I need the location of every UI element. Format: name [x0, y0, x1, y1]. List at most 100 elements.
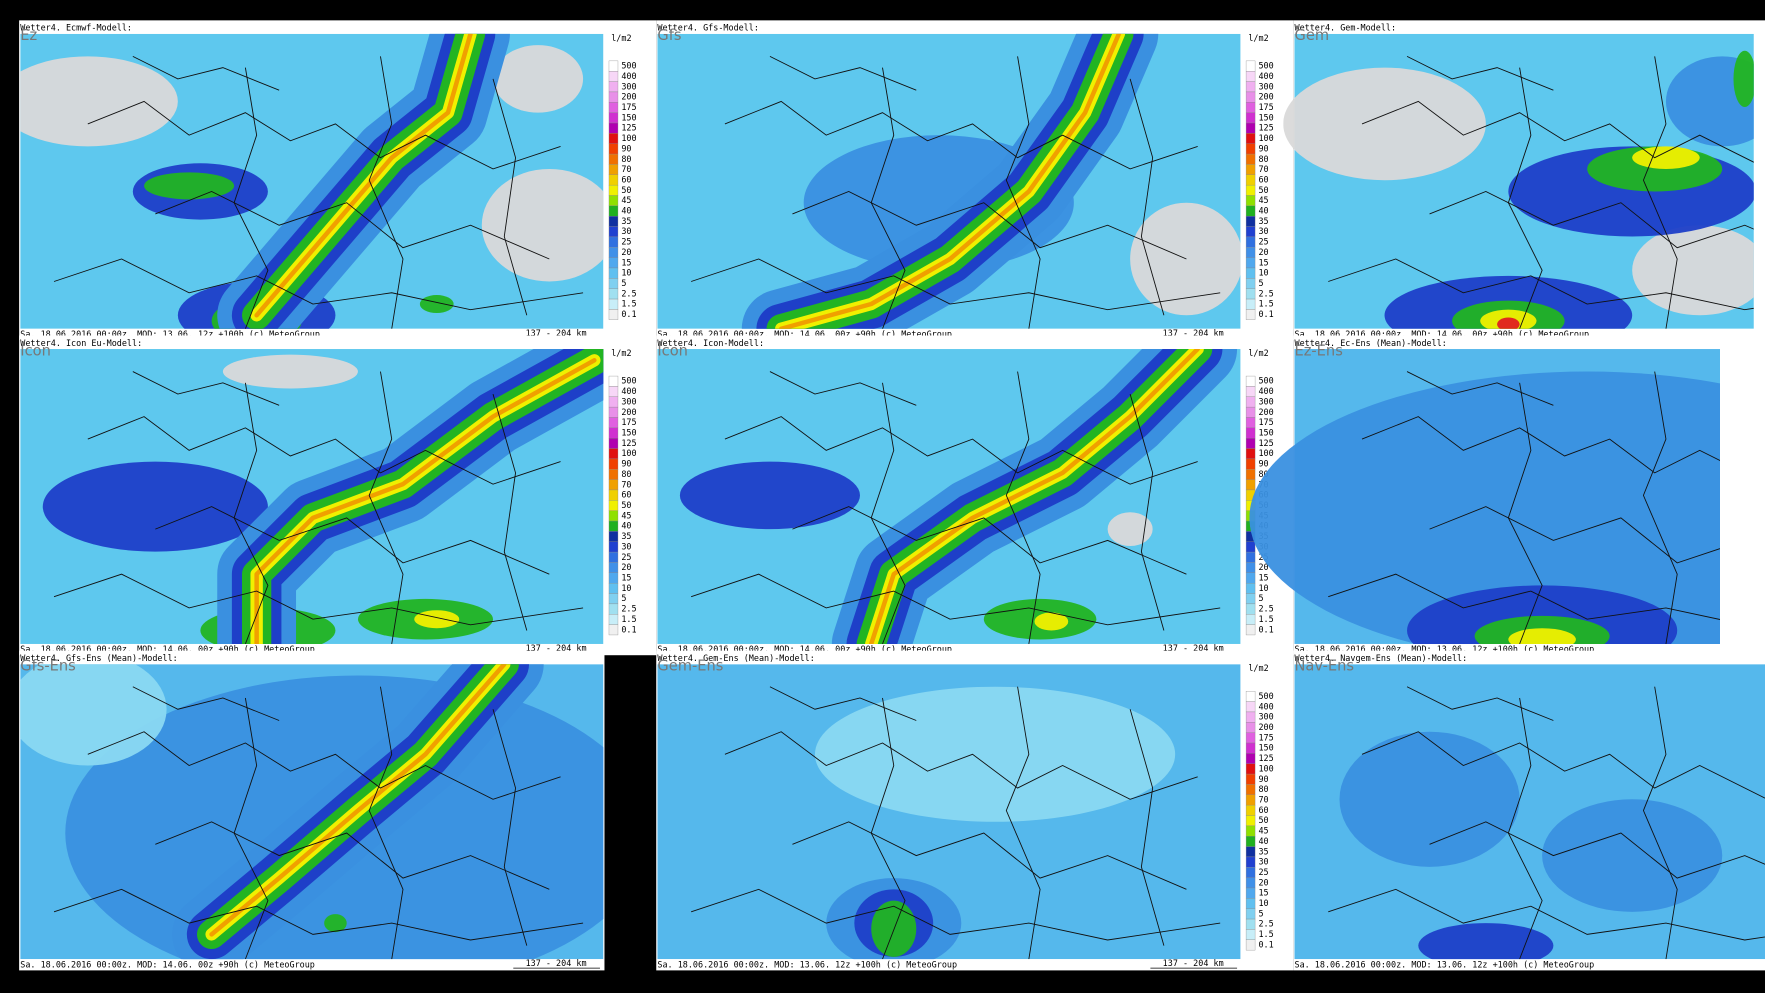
legend-swatch — [1245, 939, 1256, 951]
legend-swatch — [1245, 691, 1256, 702]
legend-swatch — [608, 184, 619, 196]
legend-swatch — [1245, 417, 1256, 429]
precip-area — [42, 461, 268, 552]
legend-swatch — [608, 406, 619, 418]
country-border — [53, 573, 584, 626]
country-border — [1129, 78, 1165, 316]
country-border — [1508, 68, 1542, 329]
legend-label: 500 — [1258, 61, 1273, 71]
legend-label: 10 — [1258, 268, 1268, 278]
legend-label: 400 — [621, 386, 636, 396]
legend-label: 150 — [1258, 743, 1273, 753]
legend-swatch — [1245, 386, 1256, 397]
legend-label: 30 — [1258, 857, 1268, 867]
legend-label: 5 — [1258, 908, 1263, 918]
legend-label: 1.5 — [1258, 299, 1273, 309]
legend-label: 0.1 — [1258, 939, 1273, 949]
panel-header: Wetter4. Gem-Modell: — [1294, 23, 1396, 33]
legend-swatch — [1245, 732, 1256, 744]
panel: Wetter4. Icon Eu-Modell: Sa. 18.06.2016 0… — [19, 335, 657, 656]
country-border — [870, 382, 906, 644]
precip-area — [679, 461, 860, 530]
panel-header: Wetter4. Gfs-Ens (Mean)-Modell: — [20, 653, 177, 663]
legend-swatch — [608, 551, 619, 563]
legend-label: 2.5 — [1258, 919, 1273, 929]
panel-header: Wetter4. Ecmwf-Modell: — [20, 23, 132, 33]
legend-swatch — [1245, 593, 1256, 605]
legend-label: 200 — [1258, 407, 1273, 417]
legend-swatch — [608, 257, 619, 269]
legend-swatch — [1245, 216, 1256, 227]
legend-unit: l/m2 — [1248, 348, 1268, 358]
legend-swatch — [1245, 60, 1256, 72]
legend-label: 80 — [1258, 784, 1268, 794]
legend-swatch — [1245, 562, 1256, 573]
legend-swatch — [608, 562, 619, 573]
legend-label: 15 — [621, 572, 631, 582]
legend-unit: l/m2 — [1248, 33, 1268, 43]
legend-label: 70 — [1258, 164, 1268, 174]
precip-area — [324, 914, 347, 933]
legend-label: 15 — [621, 257, 631, 267]
legend-label: 5 — [621, 278, 626, 288]
scale-label: 137 - 204 km — [1163, 643, 1224, 653]
legend-swatch — [1245, 309, 1256, 320]
legend-swatch — [608, 247, 619, 258]
legend-swatch — [608, 112, 619, 124]
country-border — [155, 190, 550, 260]
country-border — [155, 506, 550, 575]
legend-swatch — [1245, 722, 1256, 733]
legend-swatch — [608, 122, 619, 134]
legend-label: 400 — [621, 71, 636, 81]
legend-swatch — [1245, 406, 1256, 418]
country-border — [1407, 687, 1553, 721]
country-border — [1643, 687, 1677, 959]
country-border — [1362, 101, 1765, 169]
legend-swatch — [1245, 867, 1256, 878]
legend-label: 20 — [1258, 877, 1268, 887]
legend-label: 500 — [1258, 376, 1273, 386]
map — [20, 33, 604, 329]
country-border — [690, 888, 1221, 941]
legend-swatch — [608, 583, 619, 594]
legend-swatch — [608, 520, 619, 532]
legend-label: 175 — [1258, 417, 1273, 427]
legend-label: 20 — [621, 562, 631, 572]
precip-area — [1418, 923, 1553, 968]
precip-area — [481, 168, 604, 282]
panel: Wetter4. Gfs-Ens (Mean)-Modell: Sa. 18.06… — [19, 650, 605, 971]
country-border — [792, 506, 1187, 575]
country-border — [870, 67, 906, 329]
legend-label: 2.5 — [1258, 288, 1273, 298]
legend-label: 50 — [1258, 185, 1268, 195]
legend-label: 2.5 — [621, 604, 636, 614]
legend-label: 100 — [621, 448, 636, 458]
country-border — [368, 686, 404, 960]
legend-label: 45 — [1258, 195, 1268, 205]
precip-area — [414, 610, 460, 629]
legend-swatch — [608, 500, 619, 511]
legend-swatch — [1245, 701, 1256, 713]
map — [20, 349, 604, 644]
country-border — [1328, 259, 1765, 310]
panel-header: Wetter4. Icon Eu-Modell: — [20, 338, 142, 348]
legend-swatch — [608, 386, 619, 397]
legend-label: 35 — [1258, 216, 1268, 226]
country-border — [1643, 372, 1677, 644]
country-border — [724, 100, 1198, 170]
legend-label: 70 — [621, 164, 631, 174]
legend-swatch — [1245, 247, 1256, 258]
scale-label: 137 - 204 km — [1163, 328, 1224, 338]
legend-swatch — [1245, 288, 1256, 300]
legend-swatch — [1245, 236, 1256, 248]
legend-label: 200 — [621, 92, 636, 102]
model-label: Gfs-Ens — [20, 657, 76, 674]
legend-label: 200 — [1258, 92, 1273, 102]
legend-swatch — [1245, 763, 1256, 775]
model-label: Ez-Ens — [1294, 342, 1342, 359]
legend-label: 90 — [1258, 143, 1268, 153]
legend-label: 20 — [621, 247, 631, 257]
legend-label: 1.5 — [621, 614, 636, 624]
legend-swatch — [1245, 918, 1256, 930]
